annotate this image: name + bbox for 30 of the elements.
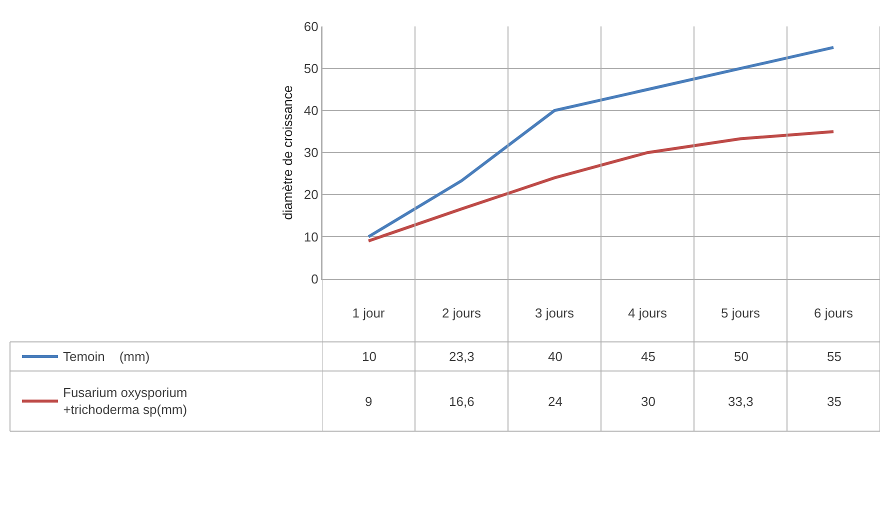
y-tick-label: 50: [304, 61, 318, 76]
x-tick-label: 4 jours: [628, 305, 668, 320]
y-tick-label: 0: [311, 271, 318, 286]
data-label: 33,3: [728, 394, 754, 409]
y-tick-label: 20: [304, 187, 318, 202]
line-series: [367, 130, 835, 242]
data-label: 30: [641, 394, 656, 409]
y-axis-title: diamètre de croissance: [280, 85, 295, 220]
y-tick-label: 60: [304, 18, 318, 34]
line-series: [367, 46, 835, 238]
x-tick-label: 1 jour: [352, 305, 386, 320]
data-label: 55: [827, 349, 842, 364]
legend-label: Temoin (mm): [63, 349, 150, 364]
data-label: 24: [548, 394, 562, 409]
x-tick-label: 6 jours: [814, 305, 854, 320]
data-label: 40: [548, 349, 562, 364]
x-tick-label: 5 jours: [720, 305, 761, 320]
data-label: 10: [362, 349, 376, 364]
data-label: 23,3: [449, 349, 474, 364]
x-tick-label: 3 jours: [534, 305, 575, 320]
x-tick-label: 2 jours: [442, 305, 482, 320]
y-tick-label: 10: [304, 229, 318, 244]
data-label: 9: [365, 394, 372, 409]
data-label: 45: [641, 349, 656, 364]
data-label: 16,6: [449, 394, 474, 409]
data-label: 35: [827, 394, 842, 409]
data-label: 50: [734, 349, 748, 364]
legend-label: Fusarium oxysporium +trichoderma sp(mm): [63, 385, 188, 417]
y-tick-label: 30: [304, 145, 318, 160]
y-tick-label: 40: [304, 103, 318, 118]
